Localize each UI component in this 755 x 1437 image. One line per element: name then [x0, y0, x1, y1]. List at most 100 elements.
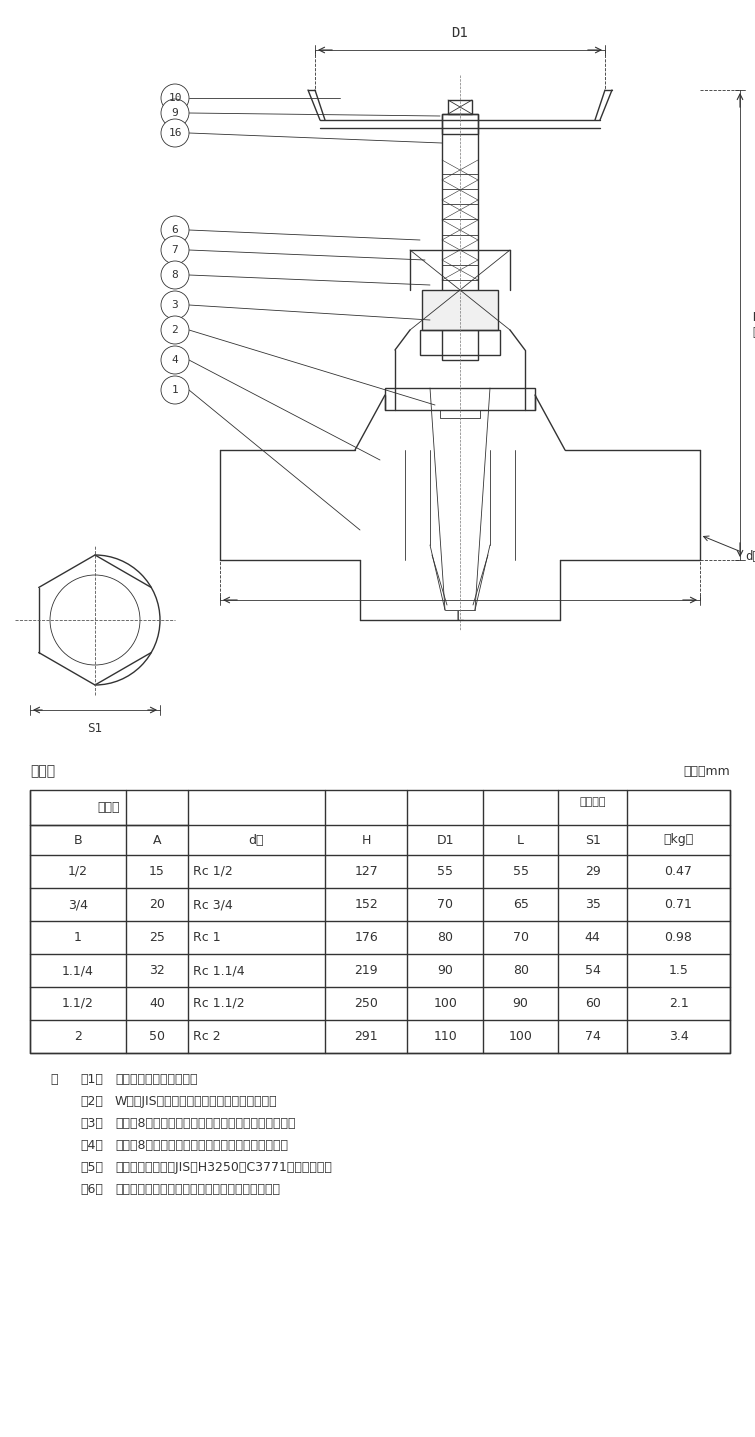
Text: 1/2: 1/2: [68, 865, 88, 878]
Text: （2）: （2）: [80, 1095, 103, 1108]
Text: 127: 127: [354, 865, 378, 878]
Text: 4: 4: [171, 355, 178, 365]
Text: D1: D1: [436, 833, 454, 846]
Text: 176: 176: [354, 931, 378, 944]
Text: 9: 9: [171, 108, 178, 118]
Text: （kg）: （kg）: [664, 833, 694, 846]
Bar: [442, 114, 478, 134]
Text: S1: S1: [585, 833, 601, 846]
Text: A: A: [153, 833, 162, 846]
Text: 40: 40: [149, 997, 165, 1010]
Text: 1.5: 1.5: [669, 964, 689, 977]
Text: 0.71: 0.71: [664, 898, 692, 911]
Bar: [420, 331, 500, 355]
Bar: [422, 290, 498, 331]
Text: 張強さと伸びは、JIS　H3250のC3771と同等以上．: 張強さと伸びは、JIS H3250のC3771と同等以上．: [115, 1161, 332, 1174]
Text: 3.4: 3.4: [669, 1030, 689, 1043]
Text: 50: 50: [149, 1030, 165, 1043]
Text: 152: 152: [354, 898, 378, 911]
Bar: [442, 114, 478, 361]
Text: 1: 1: [74, 931, 82, 944]
Circle shape: [161, 236, 189, 264]
Text: 219: 219: [354, 964, 378, 977]
Text: H: H: [362, 833, 371, 846]
Text: び径を表わしています．: び径を表わしています．: [115, 1073, 198, 1086]
Text: 70: 70: [437, 898, 453, 911]
Text: Rc 3/4: Rc 3/4: [193, 898, 233, 911]
Text: Rc 1.1/4: Rc 1.1/4: [193, 964, 245, 977]
Text: 16: 16: [168, 128, 182, 138]
Circle shape: [161, 83, 189, 112]
Circle shape: [161, 292, 189, 319]
Text: 8: 8: [171, 270, 178, 280]
Text: 32: 32: [149, 964, 165, 977]
Bar: [440, 410, 480, 418]
Text: 90: 90: [437, 964, 453, 977]
Text: 25: 25: [149, 931, 165, 944]
Text: （1）: （1）: [80, 1073, 103, 1086]
Text: L: L: [456, 609, 464, 624]
Text: 1: 1: [171, 385, 178, 395]
Text: Rc 1.1/2: Rc 1.1/2: [193, 997, 245, 1010]
Bar: [385, 388, 535, 410]
Text: Rc 1: Rc 1: [193, 931, 220, 944]
Text: （6）: （6）: [80, 1183, 103, 1196]
Bar: [30, 790, 730, 1053]
Text: D1: D1: [451, 26, 468, 40]
Text: 110: 110: [433, 1030, 457, 1043]
Text: 29: 29: [585, 865, 601, 878]
Text: H
（全開）: H （全開）: [752, 310, 755, 339]
Text: パナ掛8角面に製造工場の略号を表わしています．: パナ掛8角面に製造工場の略号を表わしています．: [115, 1140, 288, 1152]
Text: 100: 100: [433, 997, 457, 1010]
Text: 80: 80: [513, 964, 528, 977]
Text: 7: 7: [171, 244, 178, 254]
Text: 概算質量: 概算質量: [580, 798, 606, 808]
Text: 20: 20: [149, 898, 165, 911]
Text: 2: 2: [171, 325, 178, 335]
Bar: [448, 101, 472, 114]
Circle shape: [161, 346, 189, 374]
Text: 291: 291: [354, 1030, 378, 1043]
Text: 65: 65: [513, 898, 528, 911]
Text: 0.98: 0.98: [664, 931, 692, 944]
Text: 80: 80: [437, 931, 453, 944]
Text: 0.47: 0.47: [664, 865, 692, 878]
Text: 燃性ガス・毒性ガスには使用しないでください．: 燃性ガス・毒性ガスには使用しないでください．: [115, 1183, 280, 1196]
Text: 2.1: 2.1: [669, 997, 689, 1010]
Text: 90: 90: [513, 997, 528, 1010]
Text: 55: 55: [513, 865, 528, 878]
Text: パナ掛8角面に製造メーカの略号を表示しています．: パナ掛8角面に製造メーカの略号を表示しています．: [115, 1117, 295, 1129]
Text: 単位：mm: 単位：mm: [683, 764, 730, 777]
Text: 35: 35: [585, 898, 601, 911]
Text: Wは、JIS認証機関の略号を表わしています．: Wは、JIS認証機関の略号を表わしています．: [115, 1095, 278, 1108]
Text: （4）: （4）: [80, 1140, 103, 1152]
Text: Rc 2: Rc 2: [193, 1030, 220, 1043]
Text: 呼び径: 呼び径: [97, 800, 120, 813]
Circle shape: [161, 216, 189, 244]
Text: 3: 3: [171, 300, 178, 310]
Text: d２: d２: [248, 833, 264, 846]
Text: Rc 1/2: Rc 1/2: [193, 865, 233, 878]
Text: 44: 44: [585, 931, 601, 944]
Text: 74: 74: [585, 1030, 601, 1043]
Text: 6: 6: [171, 226, 178, 236]
Text: B: B: [74, 833, 82, 846]
Text: 10: 10: [168, 93, 182, 103]
Text: （3）: （3）: [80, 1117, 103, 1129]
Circle shape: [161, 316, 189, 343]
Circle shape: [161, 99, 189, 126]
Text: 1.1/2: 1.1/2: [62, 997, 94, 1010]
Text: 54: 54: [585, 964, 601, 977]
Text: （5）: （5）: [80, 1161, 103, 1174]
Circle shape: [161, 376, 189, 404]
Circle shape: [161, 262, 189, 289]
Text: 1.1/4: 1.1/4: [62, 964, 94, 977]
Text: 3/4: 3/4: [68, 898, 88, 911]
Text: 15: 15: [149, 865, 165, 878]
Text: 注: 注: [50, 1073, 57, 1086]
Text: 2: 2: [74, 1030, 82, 1043]
Text: S1: S1: [88, 721, 103, 734]
Text: 70: 70: [513, 931, 528, 944]
Text: 60: 60: [585, 997, 601, 1010]
Text: 250: 250: [354, 997, 378, 1010]
